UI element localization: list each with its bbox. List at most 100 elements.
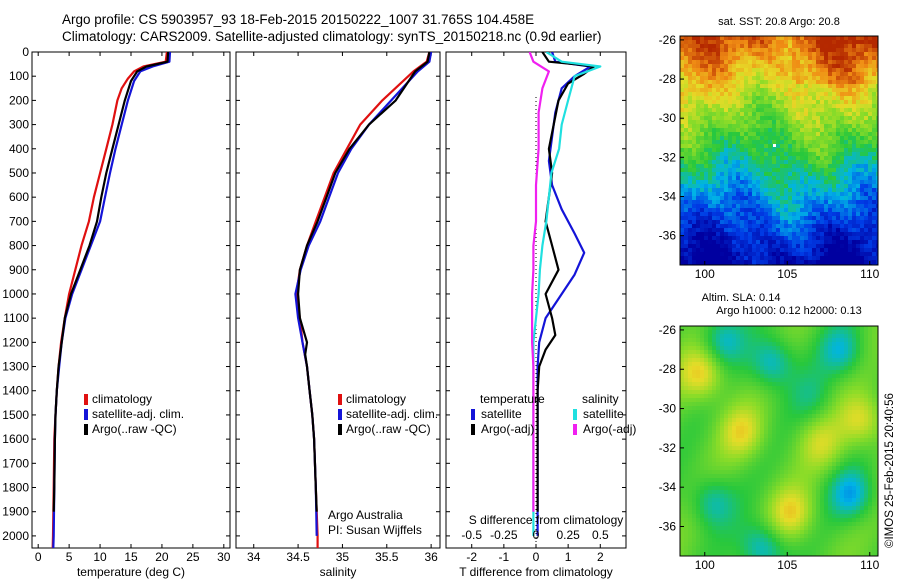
- sst-map-cell: [728, 56, 733, 61]
- sst-map-cell: [688, 132, 693, 137]
- sst-map-cell: [780, 148, 785, 153]
- sla-map-cell: [696, 506, 701, 511]
- sst-map-cell: [796, 60, 801, 65]
- sla-map-cell: [704, 490, 709, 495]
- sst-map-cell: [796, 40, 801, 45]
- sst-map-cell: [716, 76, 721, 81]
- sla-map-cell: [696, 522, 701, 527]
- sst-map-cell: [756, 256, 761, 261]
- sla-map-cell: [796, 446, 801, 451]
- sst-map-cell: [728, 100, 733, 105]
- sst-map-cell: [680, 236, 685, 241]
- sst-map-cell: [868, 108, 873, 113]
- sst-map-cell: [816, 216, 821, 221]
- sst-map-cell: [820, 172, 825, 177]
- sla-map-cell: [784, 502, 789, 507]
- sst-map-cell: [832, 256, 837, 261]
- sst-map-cell: [748, 68, 753, 73]
- sla-map-cell: [716, 434, 721, 439]
- sla-map-cell: [724, 366, 729, 371]
- sla-map-cell: [800, 518, 805, 523]
- sla-map-cell: [748, 422, 753, 427]
- sst-map-cell: [756, 88, 761, 93]
- sst-map-cell: [792, 152, 797, 157]
- sla-map-cell: [768, 426, 773, 431]
- sla-map-cell: [680, 430, 685, 435]
- sst-map-cell: [684, 224, 689, 229]
- sla-map-cell: [732, 450, 737, 455]
- sst-map-cell: [796, 228, 801, 233]
- sla-map-cell: [752, 338, 757, 343]
- sst-map-cell: [808, 256, 813, 261]
- sst-map-cell: [796, 248, 801, 253]
- sst-map-cell: [824, 176, 829, 181]
- sst-map-cell: [828, 84, 833, 89]
- sst-map-cell: [860, 240, 865, 245]
- sla-map-cell: [680, 534, 685, 539]
- sst-map-cell: [788, 208, 793, 213]
- sla-map-cell: [756, 486, 761, 491]
- sst-map-cell: [860, 244, 865, 249]
- sst-map-cell: [708, 188, 713, 193]
- sla-map-cell: [776, 534, 781, 539]
- sst-map-cell: [820, 216, 825, 221]
- sst-map-cell: [712, 156, 717, 161]
- sst-map-cell: [876, 36, 878, 41]
- sla-map-cell: [724, 494, 729, 499]
- sla-map-cell: [684, 450, 689, 455]
- sla-map-cell: [724, 510, 729, 515]
- sla-map-cell: [808, 366, 813, 371]
- sla-map-cell: [808, 354, 813, 359]
- sst-map-cell: [728, 244, 733, 249]
- sst-map-cell: [764, 248, 769, 253]
- sla-map-cell: [808, 434, 813, 439]
- sla-map-cell: [760, 374, 765, 379]
- sst-map-cell: [732, 36, 737, 41]
- sst-map-cell: [796, 96, 801, 101]
- sla-map-cell: [780, 550, 785, 555]
- sst-map-cell: [772, 252, 777, 257]
- sst-map-cell: [764, 60, 769, 65]
- sla-map-cell: [732, 502, 737, 507]
- sst-map-cell: [696, 80, 701, 85]
- sst-map-cell: [772, 44, 777, 49]
- sst-map-cell: [800, 84, 805, 89]
- sla-map-cell: [792, 550, 797, 555]
- sla-map-cell: [688, 494, 693, 499]
- sst-map-cell: [696, 228, 701, 233]
- sst-map-cell: [772, 256, 777, 261]
- sst-map-cell: [804, 228, 809, 233]
- sst-map-cell: [752, 148, 757, 153]
- sst-map-cell: [684, 140, 689, 145]
- sst-map-cell: [700, 132, 705, 137]
- sst-map-cell: [872, 44, 877, 49]
- sst-map-cell: [812, 96, 817, 101]
- sla-map-cell: [736, 526, 741, 531]
- sst-map-cell: [736, 44, 741, 49]
- sst-map-cell: [696, 140, 701, 145]
- sst-map-cell: [720, 240, 725, 245]
- sst-map-cell: [688, 80, 693, 85]
- sst-map-cell: [752, 256, 757, 261]
- sst-map-cell: [712, 160, 717, 165]
- sla-map-cell: [684, 490, 689, 495]
- sst-map-cell: [744, 164, 749, 169]
- sst-map-cell: [744, 232, 749, 237]
- sst-map-cell: [792, 256, 797, 261]
- sla-map-cell: [792, 514, 797, 519]
- sla-map-cell: [816, 342, 821, 347]
- sst-map-cell: [820, 100, 825, 105]
- sst-map-cell: [764, 196, 769, 201]
- sst-map-cell: [824, 64, 829, 69]
- sla-map-cell: [744, 366, 749, 371]
- sst-map-cell: [796, 92, 801, 97]
- sst-map-cell: [696, 52, 701, 57]
- sst-map-cell: [800, 100, 805, 105]
- sla-map-cell: [716, 426, 721, 431]
- sst-map-cell: [728, 228, 733, 233]
- sla-map-cell: [704, 406, 709, 411]
- sst-map-cell: [808, 240, 813, 245]
- sst-map-cell: [700, 196, 705, 201]
- sla-map-cell: [704, 526, 709, 531]
- sst-map-cell: [688, 200, 693, 205]
